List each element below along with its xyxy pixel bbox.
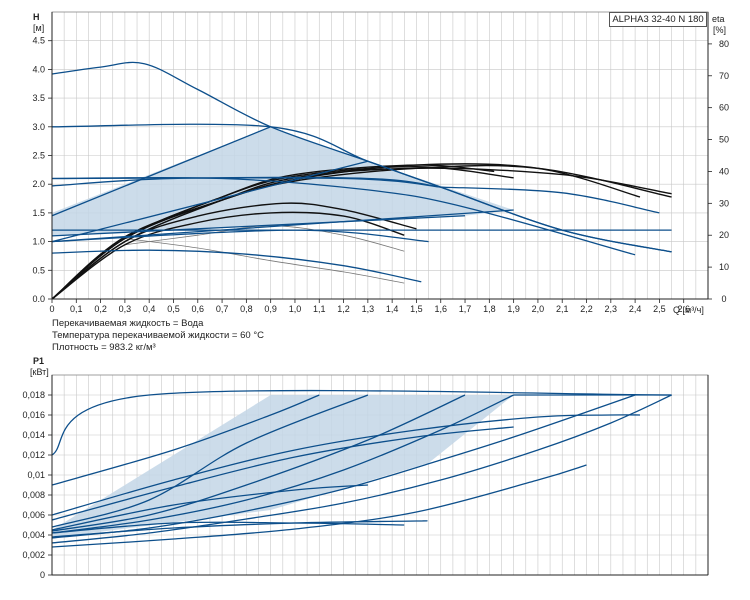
power-axis-unit: [кВт] <box>30 367 49 377</box>
flow-x-tick-label: 2,5 <box>653 304 666 314</box>
eta-y-tick-label: 80 <box>719 39 729 49</box>
flow-x-tick-label: 1,3 <box>362 304 375 314</box>
flow-x-tick-label: 2,2 <box>580 304 593 314</box>
head-y-tick-label: 0.0 <box>32 294 45 304</box>
head-curve <box>51 176 636 256</box>
flow-x-tick-label: 2,0 <box>532 304 545 314</box>
head-curve <box>440 186 660 214</box>
power-y-tick-label: 0,016 <box>22 410 45 420</box>
eta-curve <box>51 164 495 300</box>
flow-x-tick-label: 1,5 <box>410 304 423 314</box>
head-y-tick-label: 0.5 <box>32 265 45 275</box>
power-curve <box>51 521 405 534</box>
flow-x-tick-label: 1,6 <box>434 304 447 314</box>
head-y-tick-label: 3.0 <box>32 122 45 132</box>
flow-x-tick-label: 0,9 <box>264 304 277 314</box>
eta-aux-curve <box>124 238 405 284</box>
power-y-tick-label: 0,01 <box>27 470 45 480</box>
power-curve <box>51 464 587 548</box>
eta-curve <box>51 202 417 300</box>
flow-x-tick-label: 1,9 <box>507 304 520 314</box>
head-curve <box>51 209 514 243</box>
flow-x-tick-label: 2,4 <box>629 304 642 314</box>
flow-x-tick-label: 2,6 <box>677 304 690 314</box>
flow-x-tick-label: 0,3 <box>119 304 132 314</box>
eta-y-tick-label: 20 <box>719 230 729 240</box>
eta-axis-unit: [%] <box>713 25 726 35</box>
power-y-tick-label: 0,014 <box>22 430 45 440</box>
head-y-tick-label: 3.5 <box>32 93 45 103</box>
eta-y-tick-label: 10 <box>719 262 729 272</box>
flow-x-tick-label: 0,6 <box>192 304 205 314</box>
flow-axis-label: Q [м³/ч] <box>673 305 704 315</box>
power-curve <box>51 394 514 534</box>
flow-x-tick-label: 0,1 <box>70 304 83 314</box>
power-y-tick-label: 0,002 <box>22 550 45 560</box>
note-temperature: Температура перекачиваемой жидкости = 60… <box>52 330 264 341</box>
eta-y-tick-label: 0 <box>721 294 726 304</box>
head-curve <box>51 126 271 217</box>
note-density: Плотность = 983.2 кг/м³ <box>52 342 156 353</box>
model-label: ALPHA3 32-40 N 180 <box>609 12 707 27</box>
flow-x-tick-label: 0 <box>49 304 54 314</box>
power-y-tick-label: 0,004 <box>22 530 45 540</box>
power-y-tick-label: 0,008 <box>22 490 45 500</box>
power-curve <box>51 394 369 528</box>
power-axis-label: P1 <box>33 356 44 366</box>
head-curve <box>51 215 466 237</box>
head-curve <box>51 123 672 253</box>
power-curve <box>51 426 514 521</box>
flow-x-tick-label: 1,0 <box>289 304 302 314</box>
head-y-tick-label: 1.0 <box>32 237 45 247</box>
power-curve <box>51 394 672 544</box>
power-curve <box>51 394 466 532</box>
power-y-tick-label: 0,012 <box>22 450 45 460</box>
flow-x-tick-label: 1,2 <box>337 304 350 314</box>
head-curve <box>51 229 429 243</box>
flow-x-tick-label: 0,8 <box>240 304 253 314</box>
power-curve <box>51 394 320 486</box>
power-y-tick-label: 0,018 <box>22 390 45 400</box>
eta-curve <box>51 211 405 300</box>
power-curve <box>51 389 672 456</box>
eta-y-tick-label: 50 <box>719 135 729 145</box>
flow-x-tick-label: 0,4 <box>143 304 156 314</box>
head-y-tick-label: 4.5 <box>32 36 45 46</box>
flow-x-tick-label: 0,5 <box>167 304 180 314</box>
head-y-tick-label: 2.0 <box>32 179 45 189</box>
power-y-tick-label: 0,006 <box>22 510 45 520</box>
flow-x-tick-label: 2,3 <box>605 304 618 314</box>
flow-x-tick-label: 0,2 <box>94 304 107 314</box>
power-chart: 0 0,002 0,004 0,006 0,008 0,01 0,012 0,014 0,016… <box>22 374 709 580</box>
flow-x-tick-label: 1,1 <box>313 304 326 314</box>
power-operating-area <box>52 395 514 538</box>
head-curve <box>51 160 369 243</box>
power-curve <box>51 414 641 516</box>
eta-y-tick-label: 30 <box>719 198 729 208</box>
note-liquid: Перекачиваемая жидкость = Вода <box>52 318 204 329</box>
head-chart: 0.0 0.5 1.0 1.5 2.0 2.5 3.0 3.5 4.0 4.5 0 10 20 30 40 5… <box>32 11 729 314</box>
head-curve <box>51 176 441 188</box>
power-curve <box>51 484 368 531</box>
flow-x-tick-label: 1,4 <box>386 304 399 314</box>
head-axis-label-unit: [м] <box>33 23 44 33</box>
power-y-tick-label: 0 <box>40 570 45 580</box>
flow-x-tick-label: 0,7 <box>216 304 229 314</box>
flow-x-tick-label: 1,8 <box>483 304 496 314</box>
eta-y-tick-label: 70 <box>719 71 729 81</box>
flow-x-tick-label: 2,1 <box>556 304 569 314</box>
eta-axis-label: eta <box>712 14 725 24</box>
flow-x-tick-label: 1,7 <box>459 304 472 314</box>
eta-y-tick-label: 40 <box>719 166 729 176</box>
eta-y-tick-label: 60 <box>719 103 729 113</box>
head-y-tick-label: 2.5 <box>32 151 45 161</box>
head-y-tick-label: 4.0 <box>32 64 45 74</box>
head-y-tick-label: 1.5 <box>32 208 45 218</box>
head-axis-label-h: H <box>33 12 40 22</box>
head-curve <box>51 249 422 283</box>
power-curve <box>51 394 636 539</box>
